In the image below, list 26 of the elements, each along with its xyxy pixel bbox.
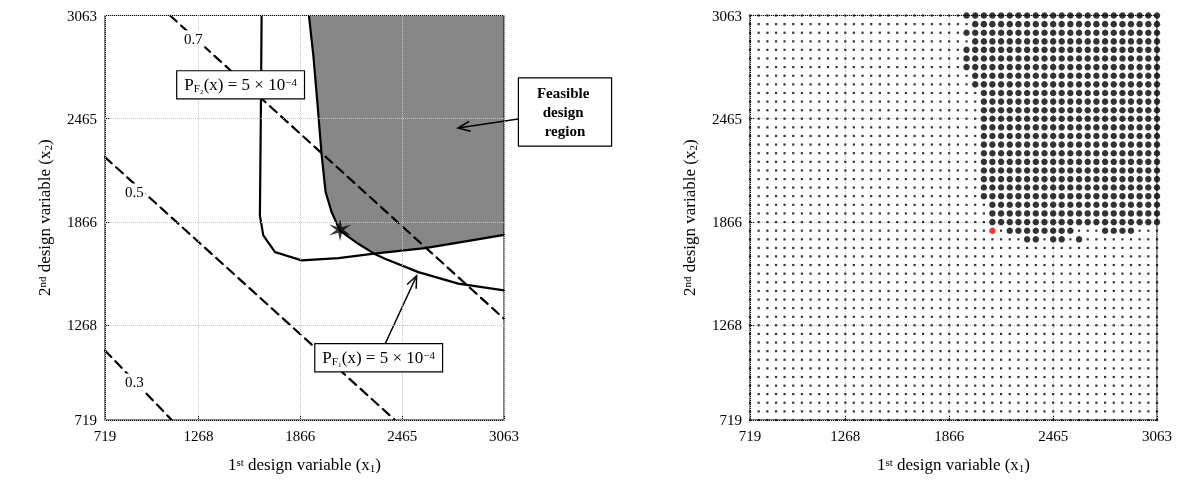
x-tick-label: 1866: [934, 427, 965, 444]
x-tick-label: 3063: [489, 427, 519, 444]
x-tick-label: 1268: [830, 427, 861, 444]
y-tick-label: 3063: [712, 7, 742, 24]
y-tick-label: 1866: [712, 214, 743, 231]
x-tick-label: 2465: [387, 427, 418, 444]
annotation: 0.7: [183, 30, 204, 47]
y-tick-label: 1268: [67, 317, 97, 334]
x-tick-label: 1268: [183, 427, 214, 444]
y-tick-label: 2465: [67, 110, 97, 127]
x-tick-label: 1866: [285, 427, 316, 444]
y-tick-label: 2465: [712, 110, 742, 127]
text: Feasible design region: [536, 85, 594, 139]
y-tick-label: 719: [719, 412, 742, 428]
annotation: 0.3: [124, 374, 144, 391]
y-tick-label: 719: [74, 412, 97, 428]
x-tick-label: 719: [93, 427, 117, 444]
x-tick-label: 2465: [1038, 427, 1069, 444]
y-axis-title: 2nd design variable (x2): [680, 139, 699, 297]
annotation: 0.5: [124, 184, 144, 201]
y-tick-label: 1268: [712, 317, 742, 334]
y-tick-label: 1866: [67, 214, 98, 231]
y-tick-label: 3063: [67, 7, 97, 24]
x-tick-label: 3063: [1142, 427, 1172, 444]
x-tick-label: 719: [738, 427, 762, 444]
y-axis-title: 2nd design variable (x2): [35, 139, 54, 297]
